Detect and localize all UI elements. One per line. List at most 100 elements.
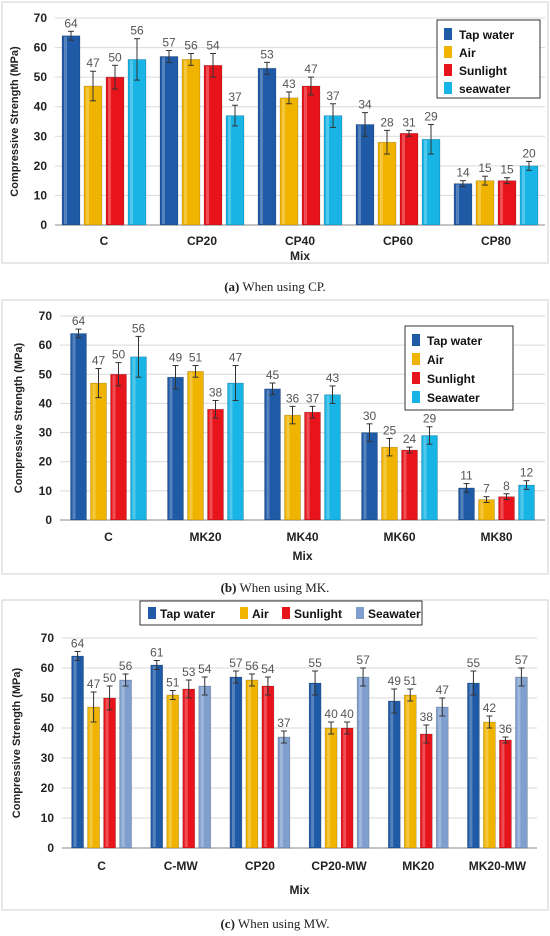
chart-b-bar-shine (132, 357, 136, 519)
chart-b-ytick-label: 70 (39, 309, 53, 323)
chart-a-legend-label: Tap water (459, 28, 514, 42)
chart-b-ytick-label: 0 (45, 513, 52, 527)
chart-a-bar-shine (478, 181, 481, 224)
chart-a-legend-swatch (444, 28, 452, 40)
chart-c-ylabel: Compressive Strength (MPa) (11, 667, 23, 818)
chart-c-xtick-label: MK20 (402, 859, 434, 873)
chart-c-bar-shine (311, 684, 315, 847)
chart-b-data-label: 8 (503, 479, 510, 493)
chart-a-ytick-label: 60 (34, 41, 48, 55)
chart-a-legend-box (436, 19, 541, 99)
chart-a-data-label: 37 (228, 90, 242, 104)
chart-a-legend-label: seawater (459, 82, 511, 96)
chart-b-bar-shine (403, 451, 407, 519)
chart-c-xtick-label: CP20-MW (311, 859, 367, 873)
chart-c-bar (103, 697, 116, 849)
chart-c-legend-label: Tap water (160, 607, 215, 621)
chart-c-data-label: 49 (388, 674, 402, 688)
chart-c-bar (182, 688, 196, 849)
chart-a-legend-label: Air (459, 46, 476, 60)
chart-b-bar-shine (92, 384, 96, 519)
chart-a-bar-shine (86, 87, 89, 224)
caption-b: (b) When using MK. (0, 580, 550, 596)
chart-c-bar-shine (184, 690, 188, 847)
chart-c-bar-shine (247, 681, 251, 847)
chart-c-ytick-label: 0 (47, 841, 54, 855)
chart-a-xlabel: Mix (290, 249, 310, 263)
chart-c-bar-shine (517, 678, 521, 847)
chart-c-ytick-label: 30 (41, 751, 55, 765)
chart-c-data-label: 55 (308, 656, 322, 670)
chart-a-bar-shine (206, 66, 209, 224)
chart-a-ytick-label: 20 (34, 159, 48, 173)
chart-a-legend-label: Sunlight (459, 64, 507, 78)
chart-b-data-label: 7 (483, 482, 490, 496)
chart-c-bar (340, 727, 354, 849)
chart-c-bar (435, 706, 449, 849)
chart-a-data-label: 43 (282, 77, 296, 91)
chart-c-bar (71, 655, 84, 849)
chart-a-ytick-label: 40 (34, 100, 48, 114)
chart-c-svg: 0 10 20 30 40 50 60 70 Compressive Strength (MPa… (1, 599, 549, 911)
chart-a-data-label: 64 (64, 16, 78, 30)
chart-b-bar-shine (363, 433, 367, 519)
chart-a-data-label: 47 (86, 56, 100, 70)
chart-c-legend-box (139, 600, 423, 626)
chart-a-bar-shine (108, 78, 111, 225)
chart-c-legend-swatch (148, 607, 156, 619)
chart-a-legend-swatch (444, 46, 452, 58)
chart-c-xlabel: Mix (289, 883, 309, 897)
chart-c-bar (515, 676, 528, 849)
chart-a-bar-shine (282, 98, 285, 224)
chart-a-ytick-label: 10 (34, 188, 48, 202)
chart-a-ytick-label: 50 (34, 70, 48, 84)
chart-b-legend-swatch (412, 372, 420, 384)
chart-b-ylabel: Compressive Strength (MPa) (13, 342, 25, 493)
chart-c-legend-swatch (240, 607, 248, 619)
chart-c-data-label: 51 (166, 676, 180, 690)
chart-c-xtick-label: MK20-MW (469, 859, 527, 873)
chart-c-data-label: 64 (71, 637, 85, 651)
chart-a-data-label: 47 (304, 62, 318, 76)
chart-a-bar-shine (456, 184, 459, 224)
chart-c-bar-shine (469, 684, 473, 847)
chart-b-ytick-label: 50 (39, 367, 53, 381)
chart-a-xtick-label: CP60 (383, 234, 413, 248)
chart-c-bar (419, 733, 433, 849)
chart-c-data-label: 57 (356, 653, 370, 667)
chart-c-bar (277, 736, 291, 849)
chart-c-bar (166, 694, 180, 849)
chart-a-bar-shine (326, 116, 329, 224)
caption-c-label: (c) (220, 916, 235, 931)
chart-b-data-label: 50 (112, 348, 126, 362)
caption-a-label: (a) (224, 279, 240, 294)
chart-a-data-label: 53 (260, 47, 274, 61)
chart-a-data-label: 37 (326, 89, 340, 103)
chart-b-xlabel: Mix (292, 549, 312, 563)
chart-a-bar-shine (380, 143, 383, 224)
chart-b-bar-shine (383, 448, 387, 519)
chart-c-ytick-label: 60 (41, 661, 55, 675)
chart-c-data-label: 47 (87, 677, 101, 691)
chart-b-legend-box (404, 325, 514, 411)
chart-b-bar-shine (326, 395, 330, 519)
chart-a-ytick-label: 0 (40, 218, 47, 232)
chart-a-data-label: 14 (456, 166, 470, 180)
chart-c-bar (324, 727, 338, 849)
chart-c-bar-shine (438, 708, 442, 847)
chart-c-ytick-label: 70 (41, 631, 55, 645)
chart-c-data-label: 40 (324, 707, 338, 721)
chart-a-data-label: 15 (478, 161, 492, 175)
chart-c-bar (308, 682, 322, 849)
chart-c-bar (467, 682, 480, 849)
chart-c-bar (87, 706, 100, 849)
chart-a-data-label: 54 (206, 38, 220, 52)
chart-b-data-label: 12 (520, 466, 534, 480)
chart-c-bar-shine (485, 723, 489, 847)
chart-a-data-label: 56 (184, 38, 198, 52)
chart-b-data-label: 30 (363, 409, 377, 423)
chart-c-bar (119, 679, 132, 849)
chart-b-legend-label: Tap water (427, 334, 482, 348)
chart-c-bar (261, 685, 275, 849)
chart-b-xtick-label: MK20 (189, 530, 221, 544)
